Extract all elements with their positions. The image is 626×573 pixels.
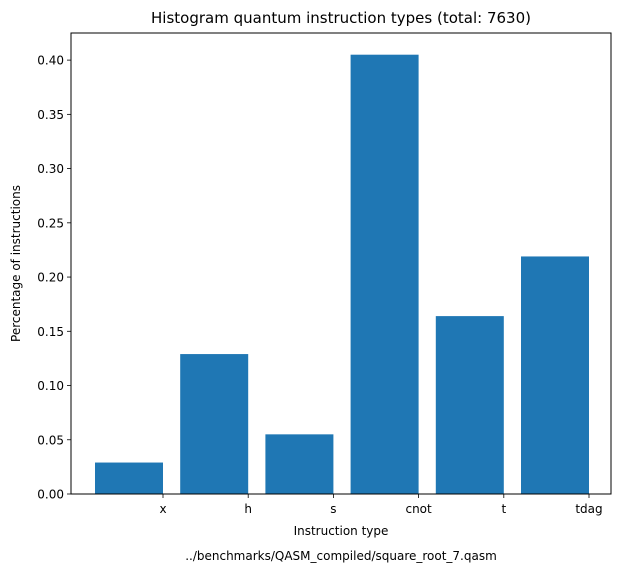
bar-cnot	[350, 54, 419, 494]
x-tick-label: t	[501, 502, 506, 516]
y-tick-label: 0.30	[37, 162, 64, 176]
x-axis-label: Instruction type	[294, 524, 389, 538]
bar-tdag	[521, 256, 589, 494]
y-tick-label: 0.35	[37, 108, 64, 122]
y-tick-label: 0.00	[37, 488, 64, 502]
source-file-caption: ../benchmarks/QASM_compiled/square_root_…	[185, 549, 497, 563]
x-tick-label: cnot	[405, 502, 432, 516]
y-axis-label: Percentage of instructions	[9, 185, 23, 342]
y-tick-label: 0.40	[37, 54, 64, 68]
x-axis-ticks: x h s cnot t tdag	[159, 494, 603, 516]
x-tick-label: x	[159, 502, 166, 516]
y-tick-label: 0.05	[37, 433, 64, 447]
bars-group	[95, 54, 589, 494]
x-tick-label: s	[330, 502, 336, 516]
bar-h	[180, 354, 249, 494]
plot-area-frame	[70, 32, 612, 495]
chart-title: Histogram quantum instruction types (tot…	[151, 9, 531, 27]
bar-t	[435, 316, 504, 494]
y-tick-label: 0.25	[37, 216, 64, 230]
bar-x	[95, 462, 163, 494]
y-tick-label: 0.10	[37, 379, 64, 393]
bar-s	[265, 434, 334, 494]
y-tick-label: 0.15	[37, 325, 64, 339]
x-tick-label: tdag	[575, 502, 602, 516]
y-axis-ticks: 0.00 0.05 0.10 0.15 0.20 0.25 0.30 0.35 0.40	[37, 54, 71, 502]
x-tick-label: h	[244, 502, 252, 516]
y-tick-label: 0.20	[37, 271, 64, 285]
